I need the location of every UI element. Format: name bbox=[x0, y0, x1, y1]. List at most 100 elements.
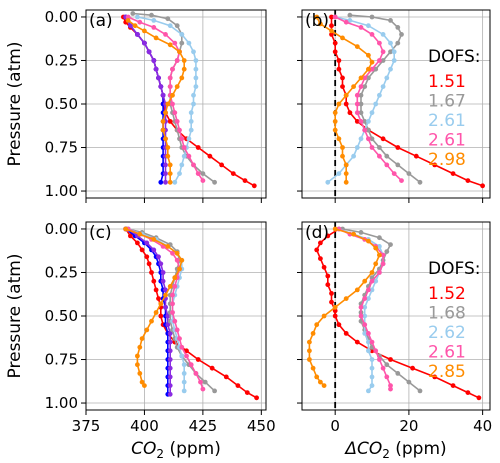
data-point-0-18 bbox=[219, 162, 225, 168]
data-point-6-14 bbox=[139, 336, 145, 341]
data-point-4-2 bbox=[167, 23, 173, 29]
data-point-2-19 bbox=[336, 171, 342, 177]
dofs-value: 1.52 bbox=[428, 284, 466, 304]
data-point-5-8 bbox=[167, 75, 173, 81]
data-point-6-16 bbox=[135, 353, 140, 359]
data-point-4-13 bbox=[310, 331, 316, 336]
data-point-4-18 bbox=[343, 162, 349, 168]
data-point-6-15 bbox=[163, 136, 168, 142]
data-point-2-10 bbox=[362, 304, 368, 310]
data-point-4-13 bbox=[332, 119, 338, 124]
data-point-3-13 bbox=[358, 119, 364, 124]
y-tick-label: 0.50 bbox=[45, 307, 78, 325]
data-point-1-0 bbox=[347, 12, 353, 18]
data-point-4-6 bbox=[369, 59, 375, 65]
y-tick-label: 0.00 bbox=[45, 8, 78, 26]
data-point-4-4 bbox=[377, 252, 382, 258]
x-tick-label: 450 bbox=[247, 417, 276, 435]
grid-lines bbox=[85, 10, 266, 198]
data-point-5-15 bbox=[179, 136, 185, 142]
data-point-2-19 bbox=[369, 383, 375, 388]
data-point-0-1 bbox=[127, 233, 133, 239]
data-point-1-4 bbox=[384, 249, 390, 255]
data-point-4-12 bbox=[332, 110, 338, 116]
data-point-4-20 bbox=[321, 383, 327, 388]
data-point-2-5 bbox=[151, 58, 157, 63]
data-point-2-8 bbox=[369, 287, 375, 293]
data-point-4-19 bbox=[318, 379, 323, 385]
data-point-2-5 bbox=[158, 261, 164, 267]
data-point-4-19 bbox=[177, 171, 182, 177]
data-point-3-13 bbox=[366, 331, 371, 336]
data-point-3-20 bbox=[212, 388, 218, 394]
data-point-4-1 bbox=[151, 18, 157, 23]
data-point-4-14 bbox=[307, 339, 312, 345]
data-point-2-14 bbox=[167, 339, 173, 345]
data-point-3-15 bbox=[366, 136, 371, 142]
series-line-1 bbox=[349, 14, 421, 183]
data-point-6-10 bbox=[158, 301, 164, 307]
data-point-1-18 bbox=[395, 371, 401, 376]
data-point-6-1 bbox=[132, 23, 138, 29]
data-point-1-19 bbox=[406, 379, 412, 385]
data-point-0-8 bbox=[153, 287, 159, 293]
data-point-5-10 bbox=[170, 301, 175, 307]
data-point-6-3 bbox=[153, 35, 159, 41]
data-point-6-20 bbox=[142, 383, 147, 388]
data-point-2-3 bbox=[151, 247, 157, 253]
x-axis-title: CO2 (ppm) bbox=[131, 439, 221, 461]
data-point-3-20 bbox=[388, 386, 393, 392]
data-point-2-13 bbox=[366, 119, 371, 124]
data-point-0-5 bbox=[336, 58, 342, 63]
data-point-6-18 bbox=[137, 371, 143, 376]
data-point-2-5 bbox=[391, 49, 397, 55]
data-point-5-8 bbox=[172, 284, 178, 289]
data-point-0-9 bbox=[156, 296, 161, 301]
data-point-4-9 bbox=[351, 84, 356, 89]
data-point-0-8 bbox=[329, 291, 334, 296]
data-point-4-18 bbox=[181, 371, 187, 376]
data-point-2-19 bbox=[163, 179, 168, 185]
data-point-4-2 bbox=[366, 238, 371, 244]
data-point-2-16 bbox=[369, 357, 375, 362]
x-tick-label: 20 bbox=[399, 417, 418, 435]
data-point-2-7 bbox=[160, 278, 166, 284]
data-point-0-4 bbox=[144, 254, 150, 260]
dofs-value: 2.62 bbox=[428, 323, 466, 343]
data-point-3-5 bbox=[179, 40, 185, 46]
data-point-3-7 bbox=[369, 278, 375, 284]
data-point-0-14 bbox=[380, 136, 386, 142]
data-point-3-19 bbox=[202, 379, 208, 385]
data-point-5-12 bbox=[172, 110, 178, 116]
data-point-0-16 bbox=[413, 153, 419, 159]
series-group bbox=[123, 226, 259, 401]
data-point-3-4 bbox=[377, 40, 382, 46]
data-point-5-12 bbox=[172, 318, 178, 324]
data-point-4-0 bbox=[135, 14, 140, 20]
x-axis-title-unit: (ppm) bbox=[164, 439, 221, 459]
data-point-0-7 bbox=[325, 282, 331, 288]
data-point-5-18 bbox=[191, 162, 196, 168]
data-point-5-9 bbox=[170, 292, 175, 298]
data-point-6-19 bbox=[167, 171, 173, 177]
data-point-4-15 bbox=[186, 136, 192, 142]
data-point-3-4 bbox=[380, 252, 386, 258]
data-point-0-2 bbox=[318, 240, 323, 246]
data-point-0-18 bbox=[450, 171, 456, 177]
data-point-5-1 bbox=[137, 19, 143, 25]
data-point-3-17 bbox=[377, 153, 382, 159]
data-point-3-10 bbox=[354, 92, 360, 98]
data-point-0-20 bbox=[465, 390, 471, 395]
data-point-3-12 bbox=[354, 110, 360, 116]
data-point-3-9 bbox=[362, 296, 368, 301]
data-point-4-7 bbox=[193, 66, 199, 72]
data-point-1-20 bbox=[406, 171, 412, 177]
data-point-4-3 bbox=[340, 35, 345, 41]
data-point-2-2 bbox=[144, 240, 150, 246]
data-point-3-19 bbox=[388, 383, 393, 388]
data-point-4-11 bbox=[336, 101, 342, 107]
data-point-0-19 bbox=[230, 171, 236, 177]
dofs-value: 1.67 bbox=[428, 92, 466, 112]
data-point-2-15 bbox=[167, 348, 173, 354]
data-point-5-3 bbox=[163, 32, 168, 37]
